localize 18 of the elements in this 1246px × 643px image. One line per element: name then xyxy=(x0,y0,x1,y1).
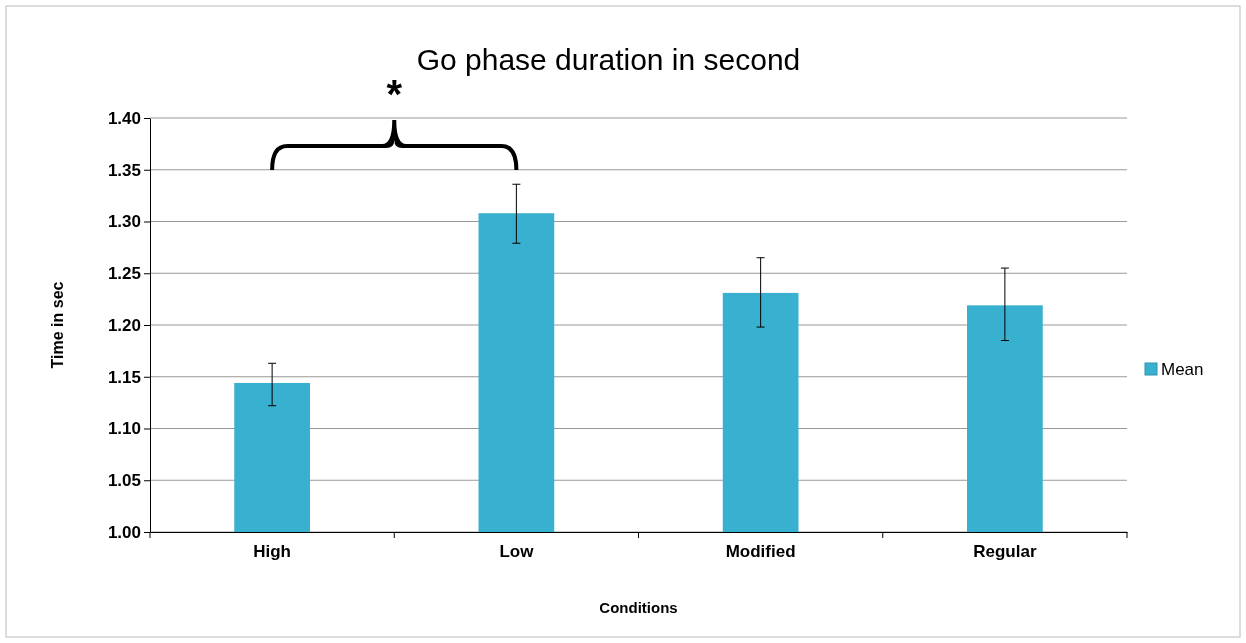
y-tick-label: 1.25 xyxy=(107,264,141,284)
y-tick-label: 1.10 xyxy=(107,419,141,439)
text: * xyxy=(386,72,403,116)
y-tick-label: 1.05 xyxy=(107,471,141,491)
y-tick-label: 1.15 xyxy=(107,367,141,387)
y-tick-label: 1.00 xyxy=(107,522,141,542)
x-tick-label: Regular xyxy=(973,542,1037,562)
y-axis-title: Time in sec xyxy=(49,281,66,369)
y-tick-label: 1.30 xyxy=(107,212,141,232)
y-tick-label: 1.35 xyxy=(107,160,141,180)
y-tick-label: 1.40 xyxy=(107,108,141,128)
y-tick-label: 1.20 xyxy=(107,315,141,335)
x-axis-title: Conditions xyxy=(599,599,678,616)
x-tick-label: Modified xyxy=(725,542,796,562)
x-tick-label: Low xyxy=(499,542,535,562)
x-tick-label: High xyxy=(253,542,292,562)
legend-label: Mean xyxy=(1161,360,1204,379)
chart-title: Go phase duration in second xyxy=(416,43,801,76)
